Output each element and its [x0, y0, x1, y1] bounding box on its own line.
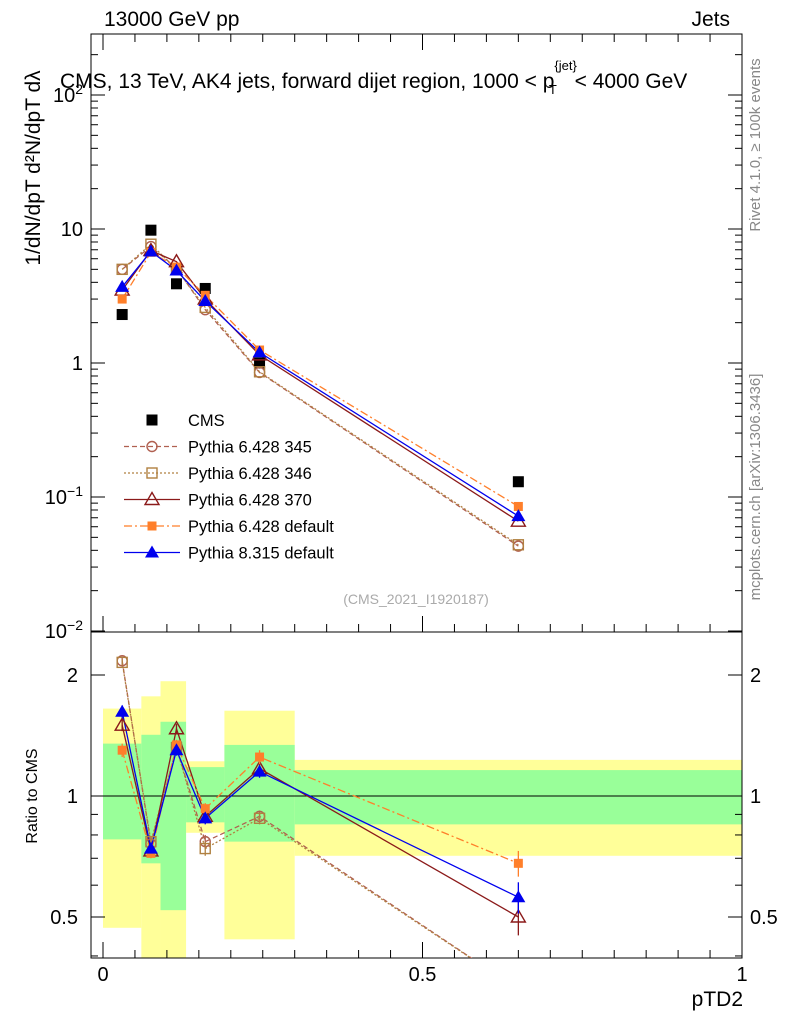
- point-0-1: [145, 224, 157, 236]
- series-markers: [113, 224, 527, 936]
- y-tick-label-ratio-right: 1: [750, 786, 761, 808]
- series-lines: [121, 243, 519, 958]
- y-tick-label-ratio-right: 0.5: [750, 907, 778, 929]
- y-tick-label-main: 10: [61, 219, 83, 241]
- series-line-1: [121, 245, 519, 547]
- mcplots-credit: mcplots.cern.ch [arXiv:1306.3436]: [747, 374, 764, 601]
- point-4-5: [513, 501, 523, 511]
- legend-marker-0: [146, 414, 158, 426]
- legend-marker-4: [147, 521, 157, 531]
- point-0-5: [512, 476, 524, 488]
- series-line-3: [121, 249, 519, 522]
- legend-label-2: Pythia 6.428 346: [188, 465, 312, 483]
- axis-ticks: [91, 34, 743, 958]
- ratio-point-5-2: [169, 743, 184, 756]
- point-5-2: [169, 263, 184, 276]
- legend-marker-1: [146, 440, 158, 453]
- header-left: 13000 GeV pp: [104, 8, 240, 31]
- y-tick-label-ratio: 1: [67, 786, 78, 808]
- x-tick-label: 1: [736, 964, 747, 986]
- y-tick-label-main: 102: [53, 81, 83, 107]
- x-tick-label: 0.5: [409, 964, 437, 986]
- ratio-point-5-1: [143, 841, 158, 854]
- y-tick-label-main: 10−2: [45, 617, 83, 643]
- point-0-2: [170, 278, 182, 290]
- series-line-5: [121, 250, 519, 517]
- ratio-point-4-5: [513, 858, 523, 868]
- legend-marker-5: [145, 545, 159, 558]
- point-5-0: [115, 279, 130, 292]
- legend-label-5: Pythia 8.315 default: [188, 545, 334, 563]
- point-2-0: [116, 263, 128, 276]
- ratio-point-5-0: [115, 704, 130, 717]
- ratio-point-4-4: [255, 752, 265, 762]
- ratio-point-2-4: [253, 812, 266, 825]
- y-axis-label-ratio: Ratio to CMS: [24, 748, 41, 843]
- axis-labels: 10−2 10−1 1 10 102 0.5 0.5 1 1 2 2 0 0.5 1: [45, 81, 778, 986]
- legend-label-4: Pythia 6.428 default: [188, 518, 334, 536]
- band-green-0: [103, 743, 142, 840]
- y-tick-label-ratio: 2: [67, 665, 78, 687]
- watermark: (CMS_2021_I1920187): [343, 591, 489, 607]
- ratio-point-5-3: [198, 811, 213, 824]
- y-tick-label-ratio-right: 2: [750, 665, 761, 687]
- point-0-4: [254, 357, 266, 369]
- series-line-4: [121, 251, 519, 508]
- legend-marker-3: [143, 491, 161, 506]
- y-tick-label-ratio: 0.5: [50, 907, 78, 929]
- ratio-point-3-5: [510, 908, 527, 923]
- y-tick-label-main: 1: [72, 353, 83, 375]
- legend-label-3: Pythia 6.428 370: [188, 492, 312, 510]
- main-frame: [90, 33, 743, 633]
- header-right: Jets: [691, 8, 730, 31]
- band-green-5: [294, 770, 742, 825]
- legend-label-1: Pythia 6.428 345: [188, 439, 312, 457]
- point-5-3: [198, 294, 213, 307]
- ratio-point-4-3: [200, 804, 210, 814]
- ratio-point-2-0: [116, 656, 128, 669]
- legend-label-0: CMS: [188, 412, 225, 430]
- point-5-1: [143, 244, 158, 257]
- series-line-2: [121, 243, 519, 546]
- point-2-5: [512, 539, 525, 551]
- point-5-4: [252, 345, 267, 358]
- y-axis-label-main: 1/dN/dpT d²N/dpT dλ: [22, 70, 45, 266]
- legend-marker-2: [146, 467, 158, 479]
- rivet-version: Rivet 4.1.0, ≥ 100k events: [747, 58, 764, 231]
- x-axis-label: pTD2: [692, 988, 743, 1011]
- x-tick-label: 0: [97, 964, 108, 986]
- legend: CMS Pythia 6.428 345 Pythia 6.428 346 Pythi…: [124, 412, 334, 563]
- ratio-point-5-4: [252, 764, 267, 777]
- point-0-3: [199, 282, 211, 294]
- ratio-line-5: [121, 711, 519, 898]
- chart-title: CMS, 13 TeV, AK4 jets, forward dijet reg…: [60, 58, 687, 97]
- point-4-0: [117, 294, 127, 304]
- ratio-point-5-5: [511, 890, 526, 903]
- point-2-4: [253, 366, 266, 378]
- ratio-line-3: [121, 725, 519, 918]
- ratio-point-4-0: [117, 745, 127, 755]
- ratio-point-3-0: [113, 716, 131, 731]
- y-tick-label-main: 10−1: [45, 483, 83, 509]
- ratio-frame: [90, 631, 743, 959]
- point-5-5: [511, 509, 526, 522]
- point-0-0: [116, 309, 128, 321]
- ratio-line-2: [121, 662, 472, 958]
- ratio-point-2-3: [199, 842, 211, 855]
- ratio-point-3-2: [168, 720, 185, 735]
